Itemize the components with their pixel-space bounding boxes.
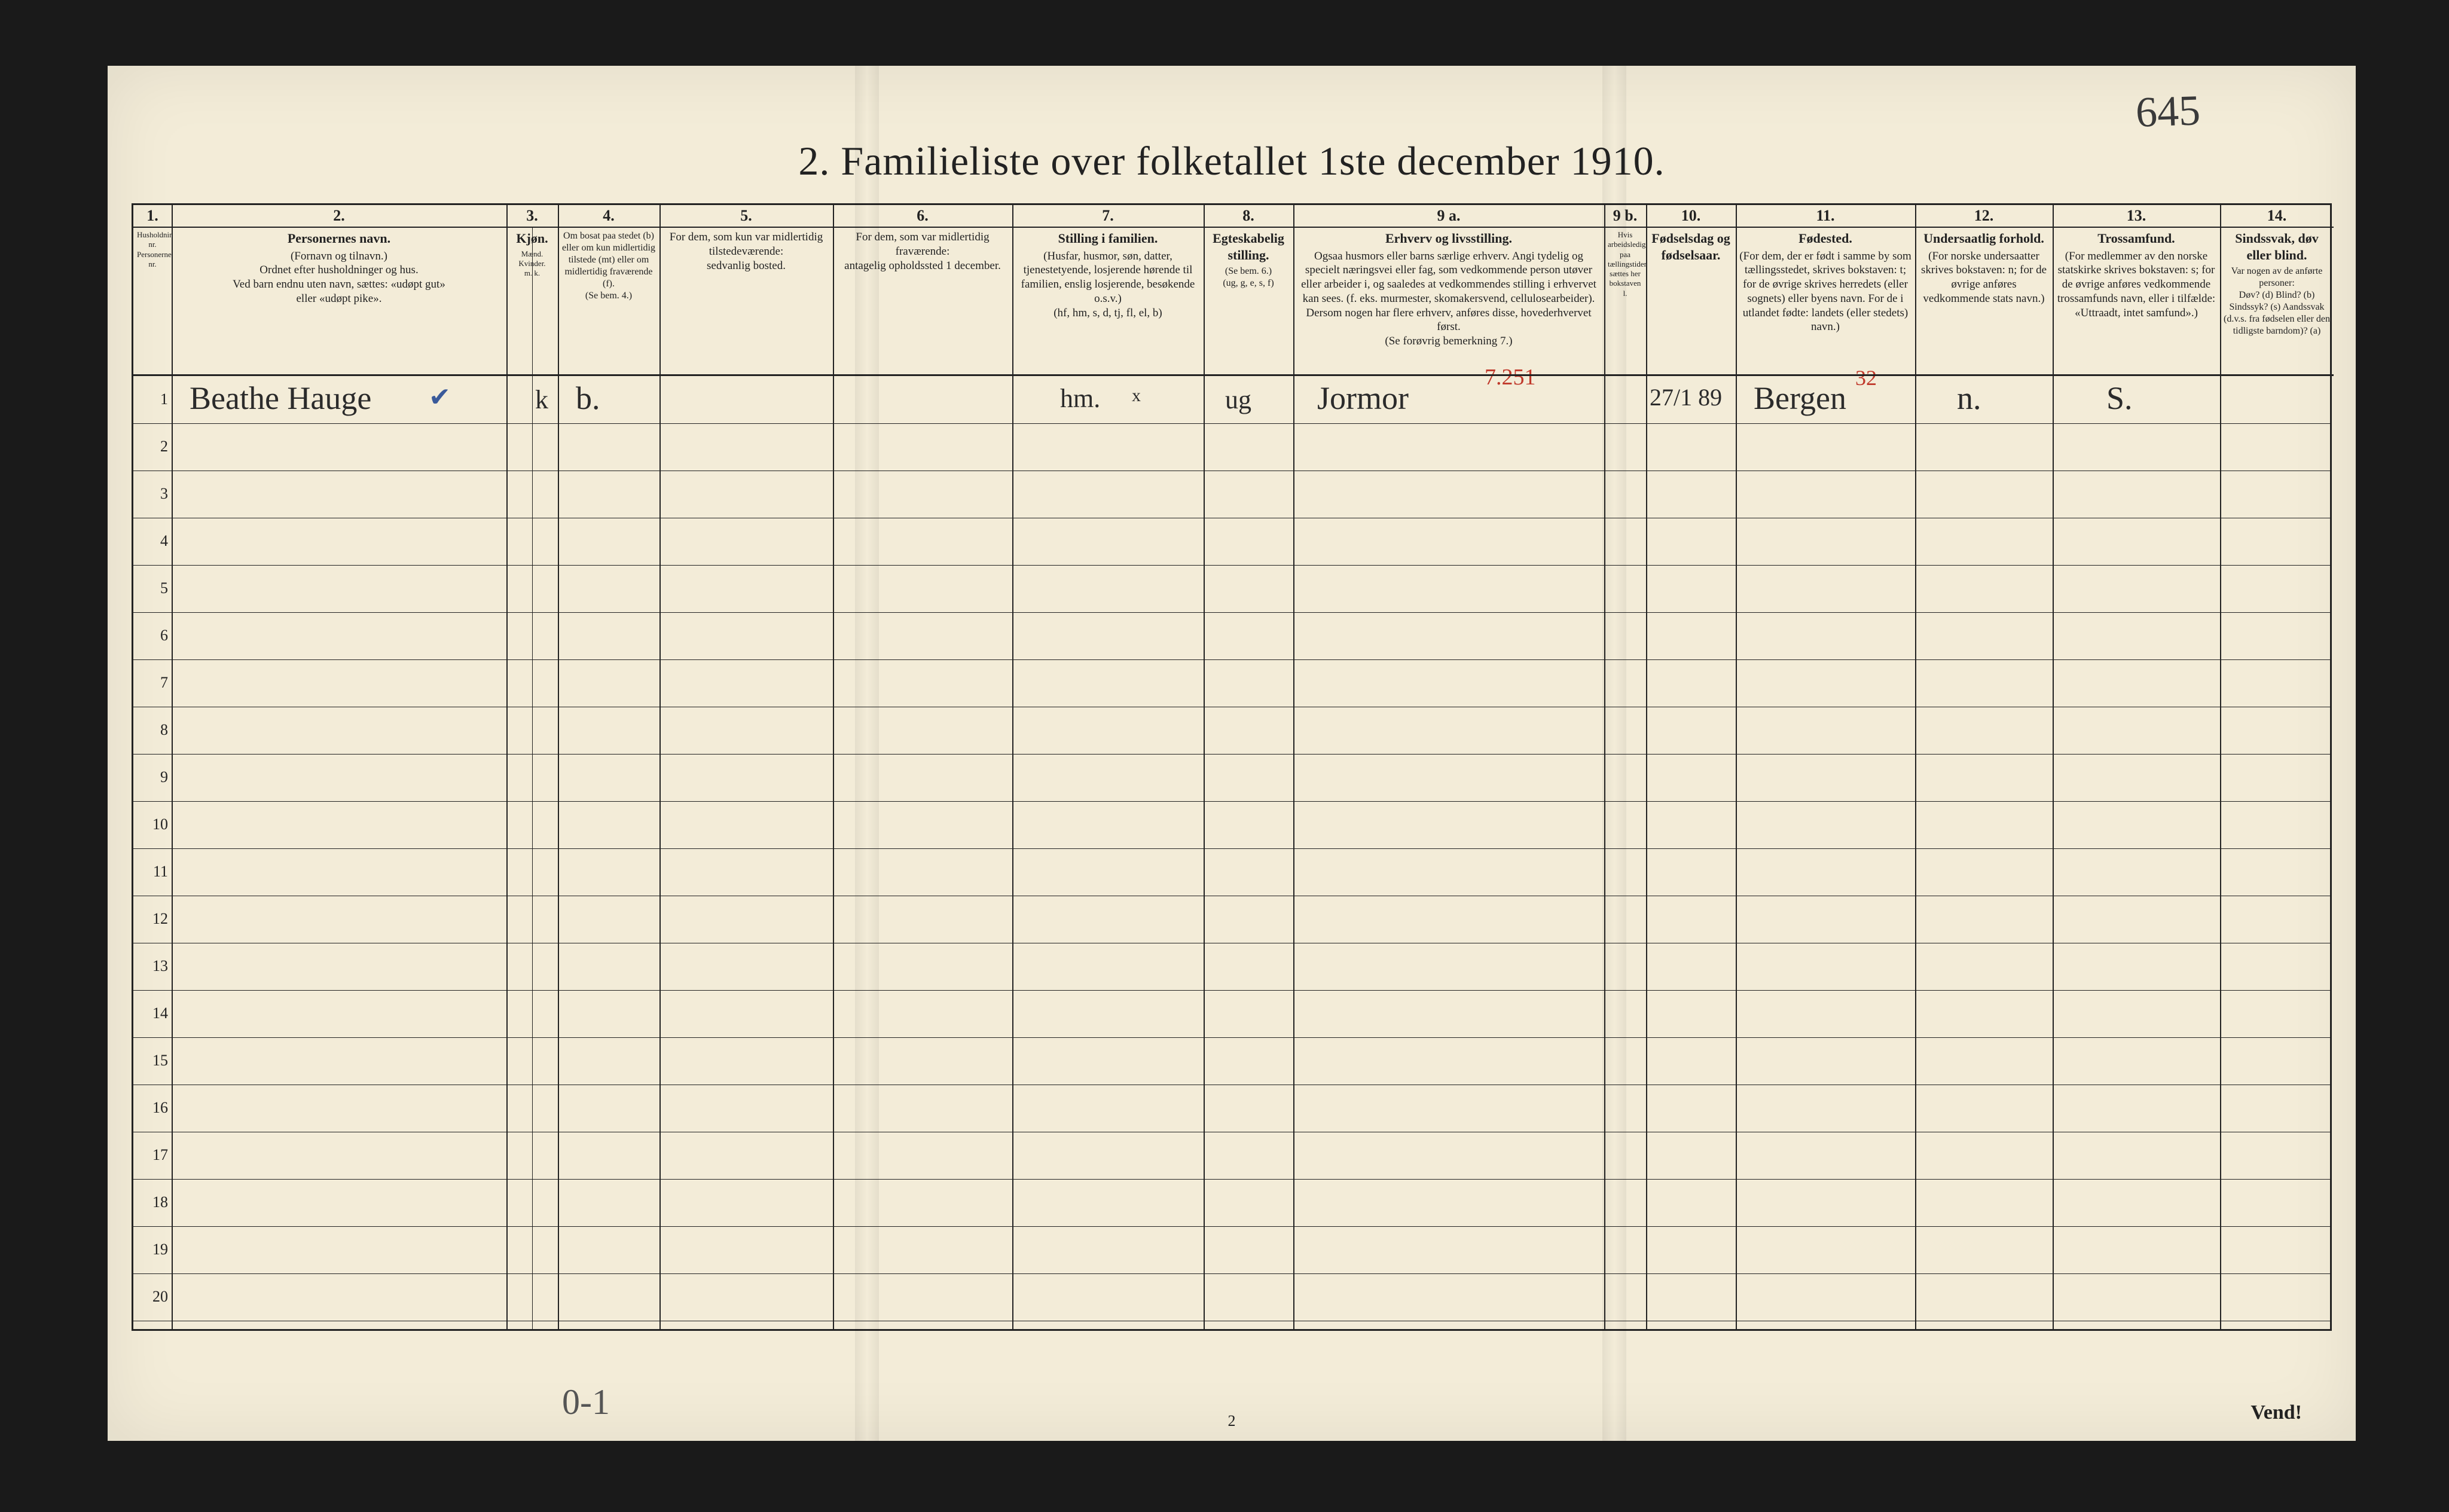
column-header-title: Erhverv og livsstilling.	[1297, 230, 1601, 247]
column-number: 1.	[133, 205, 172, 228]
column-header: Trossamfund. (For medlemmer av den norske…	[2053, 227, 2220, 376]
column: 2. Personernes navn. (Fornavn og tilnavn.)…	[172, 205, 508, 1329]
column-header-title: Stilling i familien.	[1016, 230, 1200, 247]
column-header: Egteskabelig stilling.(Se bem. 6.) (ug, …	[1204, 227, 1293, 376]
column-number: 8.	[1204, 205, 1293, 228]
column-number: 4.	[558, 205, 659, 228]
column-number: 7.	[1012, 205, 1204, 228]
column-header: Om bosat paa stedet (b) eller om kun mid…	[558, 227, 659, 376]
column: 13. Trossamfund. (For medlemmer av den nor…	[2053, 205, 2221, 1329]
column-number: 13.	[2053, 205, 2220, 228]
column-number: 9 a.	[1293, 205, 1604, 228]
column-header-body: For dem, som kun var midlertidig tilsted…	[663, 230, 829, 273]
column: 5.For dem, som kun var midlertidig tilst…	[659, 205, 834, 1329]
column: 9 a. Erhverv og livsstilling. Ogsaa husmor…	[1293, 205, 1605, 1329]
column: 1.Husholdningernes nr. Personernes nr.	[133, 205, 173, 1329]
footer-turn-label: Vend!	[2250, 1401, 2302, 1424]
column: 12. Undersaatlig forhold. (For norske unde…	[1915, 205, 2054, 1329]
column-header-title: Egteskabelig stilling.	[1207, 230, 1290, 263]
column: 7. Stilling i familien. (Husfar, husmor, s…	[1012, 205, 1205, 1329]
column-header-body: (Fornavn og tilnavn.) Ordnet efter husho…	[175, 249, 503, 306]
column-number: 12.	[1915, 205, 2053, 228]
column: 11. Fødested. (For dem, der er født i samm…	[1736, 205, 1916, 1329]
column-number: 2.	[172, 205, 506, 228]
column-header-body: (Husfar, husmor, søn, datter, tjenestety…	[1016, 249, 1200, 320]
column-header-body: (For medlemmer av den norske statskirke …	[2056, 249, 2216, 320]
footer-hand-note: 0-1	[562, 1382, 610, 1423]
column-header-body: Om bosat paa stedet (b) eller om kun mid…	[561, 230, 656, 302]
column-header-body: (Se bem. 6.) (ug, g, e, s, f)	[1207, 265, 1290, 289]
column-header-body: (For dem, der er født i samme by som tæl…	[1739, 249, 1911, 335]
column-header: Undersaatlig forhold. (For norske undersa…	[1915, 227, 2053, 376]
page-wrap: 645 2. Familieliste over folketallet 1st…	[0, 0, 2449, 1512]
column-number: 10.	[1646, 205, 1736, 228]
hand-page-number: 645	[2135, 85, 2201, 138]
column: 8.Egteskabelig stilling.(Se bem. 6.) (ug…	[1204, 205, 1294, 1329]
column-header: Husholdningernes nr. Personernes nr.	[133, 227, 172, 376]
column-header: Fødested. (For dem, der er født i samme b…	[1736, 227, 1915, 376]
column-header-body: Ogsaa husmors eller barns særlige erhver…	[1297, 249, 1601, 349]
column-number: 3.	[506, 205, 558, 228]
census-table: 1234567891011121314151617181920Beathe Ha…	[132, 203, 2332, 1331]
column-number: 14.	[2220, 205, 2334, 228]
page-title: 2. Familieliste over folketallet 1ste de…	[108, 138, 2356, 185]
column-header: Fødselsdag og fødselsaar.	[1646, 227, 1736, 376]
column-number: 11.	[1736, 205, 1915, 228]
column: 10.Fødselsdag og fødselsaar.	[1646, 205, 1737, 1329]
column: 4.Om bosat paa stedet (b) eller om kun m…	[558, 205, 661, 1329]
column-header-title: Undersaatlig forhold.	[1919, 230, 2049, 247]
column-header-body: (For norske undersaatter skrives bokstav…	[1919, 249, 2049, 306]
column-header-body: Husholdningernes nr. Personernes nr.	[137, 230, 168, 269]
fold-shadow	[855, 66, 879, 1441]
column-header-title: Fødselsdag og fødselsaar.	[1650, 230, 1732, 263]
document-paper: 645 2. Familieliste over folketallet 1st…	[108, 66, 2356, 1441]
column-header: Sindssvak, døv eller blind.Var nogen av …	[2220, 227, 2334, 376]
fold-shadow	[1602, 66, 1626, 1441]
column-header-title: Trossamfund.	[2056, 230, 2216, 247]
column: 3.Kjøn.Mænd. Kvinder. m. k.	[506, 205, 559, 1329]
column-header: Stilling i familien. (Husfar, husmor, søn…	[1012, 227, 1204, 376]
column-number: 5.	[659, 205, 833, 228]
column-header: Personernes navn. (Fornavn og tilnavn.) O…	[172, 227, 506, 376]
sex-column-split	[532, 227, 533, 1329]
column-header-title: Fødested.	[1739, 230, 1911, 247]
column-header-title: Personernes navn.	[175, 230, 503, 247]
column-header: Erhverv og livsstilling. Ogsaa husmors el…	[1293, 227, 1604, 376]
column-header-body: Var nogen av de anførte personer: Døv? (…	[2224, 265, 2330, 337]
column-header-title: Sindssvak, døv eller blind.	[2224, 230, 2330, 263]
column: 14.Sindssvak, døv eller blind.Var nogen …	[2220, 205, 2334, 1329]
column-header: For dem, som kun var midlertidig tilsted…	[659, 227, 833, 376]
footer-printed-page-number: 2	[1228, 1412, 1236, 1430]
